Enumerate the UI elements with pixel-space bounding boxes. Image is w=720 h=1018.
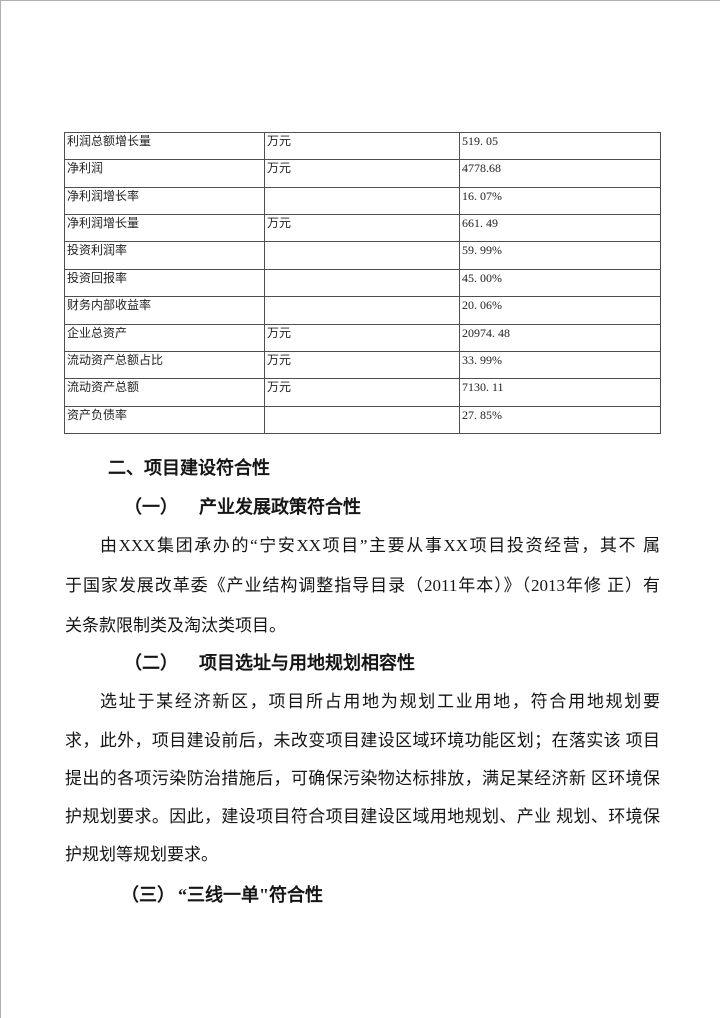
- value-cell: 27. 85%: [459, 405, 661, 435]
- unit-cell: [264, 241, 460, 270]
- unit-cell: 万元: [264, 323, 460, 352]
- table-row: 流动资产总额 万元 7130. 11: [64, 378, 661, 407]
- table-row: 财务内部收益率 20. 06%: [64, 296, 661, 325]
- subsection-number: （一）: [124, 497, 178, 517]
- indicator-name-cell: 投资回报率: [64, 268, 265, 298]
- unit-cell: 万元: [264, 214, 460, 243]
- value-cell: 20974. 48: [459, 323, 661, 352]
- table-row: 资产负债率 27. 85%: [64, 405, 661, 435]
- indicator-name-cell: 利润总额增长量: [64, 131, 265, 161]
- indicator-name-cell: 企业总资产: [64, 323, 265, 352]
- paragraph-line: 选址于某经济新区，项目所占用地为规划工业用地，符合用地规划要: [100, 692, 660, 711]
- value-cell: 4778.68: [459, 159, 661, 188]
- paragraph-line: 由XXX集团承办的“宁安XX项目”主要从事XX项目投资经营，其不 属: [100, 536, 660, 555]
- paragraph-line: 护规划等规划要求。: [65, 845, 218, 864]
- paragraph-line: 提出的各项污染防治措施后，可确保污染物达标排放，满足某经济新 区环境保: [65, 769, 660, 788]
- subsection-heading-3: （三） “三线一单"符合性: [65, 884, 716, 906]
- unit-cell: [264, 268, 460, 298]
- paragraph-line: 护规划要求。因此，建设项目符合项目建设区域用地规划、产业 规划、环境保: [65, 807, 660, 826]
- paragraph-line: 关条款限制类及淘汰类项目。: [65, 616, 286, 635]
- indicator-name-cell: 流动资产总额: [64, 378, 265, 407]
- subsection-title: “三线一单"符合性: [178, 885, 323, 905]
- financial-indicators-table: 利润总额增长量 万元 519. 05 净利润 万元 4778.68 净利润增长率…: [64, 131, 661, 435]
- unit-cell: [264, 296, 460, 325]
- unit-cell: 万元: [264, 131, 460, 161]
- table-row: 净利润 万元 4778.68: [64, 159, 661, 188]
- table-row: 利润总额增长量 万元 519. 05: [64, 131, 661, 161]
- paragraph-line: 求，此外，项目建设前后，未改变项目建设区域环境功能区划；在落实该 项目: [65, 731, 660, 750]
- subsection-number: （三）: [121, 885, 175, 905]
- indicator-name-cell: 投资利润率: [64, 241, 265, 270]
- unit-cell: 万元: [264, 159, 460, 188]
- paragraph-line: 于国家发展改革委《产业结构调整指导目录（2011年本）》（2013年修 正）有: [65, 576, 660, 595]
- table-row: 流动资产总额占比 万元 33. 99%: [64, 350, 661, 380]
- indicator-name-cell: 净利润增长量: [64, 214, 265, 243]
- unit-cell: 万元: [264, 378, 460, 407]
- table-row: 企业总资产 万元 20974. 48: [64, 323, 661, 352]
- indicator-name-cell: 财务内部收益率: [64, 296, 265, 325]
- table-row: 净利润增长量 万元 661. 49: [64, 214, 661, 243]
- table-row: 净利润增长率 16. 07%: [64, 186, 661, 216]
- subsection-title: 产业发展政策符合性: [199, 497, 361, 517]
- value-cell: 45. 00%: [459, 268, 661, 298]
- indicator-name-cell: 流动资产总额占比: [64, 350, 265, 380]
- unit-cell: [264, 186, 460, 216]
- subsection-heading-2: （二） 项目选址与用地规划相容性: [65, 652, 719, 674]
- table-row: 投资回报率 45. 00%: [64, 268, 661, 298]
- value-cell: 519. 05: [459, 131, 661, 161]
- subsection-number: （二）: [124, 653, 178, 673]
- indicator-name-cell: 净利润增长率: [64, 186, 265, 216]
- subsection-title: 项目选址与用地规划相容性: [199, 653, 415, 673]
- section-heading: 二、项目建设符合性: [108, 458, 270, 478]
- value-cell: 33. 99%: [459, 350, 661, 380]
- indicator-name-cell: 资产负债率: [64, 405, 265, 435]
- indicator-name-cell: 净利润: [64, 159, 265, 188]
- value-cell: 59. 99%: [459, 241, 661, 270]
- value-cell: 16. 07%: [459, 186, 661, 216]
- subsection-heading-1: （一） 产业发展政策符合性: [65, 496, 719, 518]
- value-cell: 20. 06%: [459, 296, 661, 325]
- unit-cell: [264, 405, 460, 435]
- value-cell: 7130. 11: [459, 378, 661, 407]
- table-row: 投资利润率 59. 99%: [64, 241, 661, 270]
- value-cell: 661. 49: [459, 214, 661, 243]
- unit-cell: 万元: [264, 350, 460, 380]
